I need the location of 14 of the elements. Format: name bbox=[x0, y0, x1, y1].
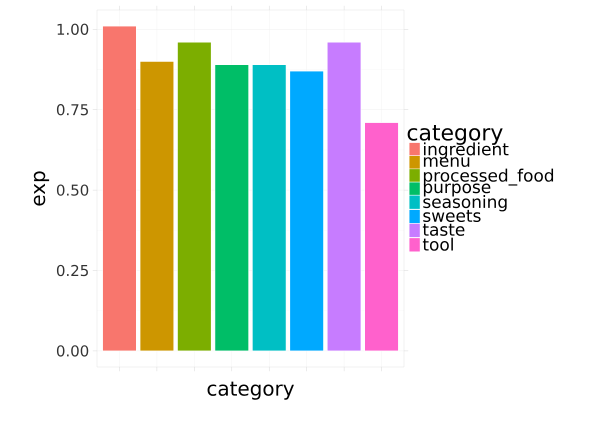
legend-label: menu bbox=[424, 157, 470, 167]
legend-label: taste bbox=[422, 224, 464, 236]
x-axis-title: category bbox=[208, 382, 294, 400]
legend-label: seasoning bbox=[423, 195, 507, 212]
legend-label: purpose bbox=[424, 184, 490, 197]
y-tick-label: 0.50 bbox=[56, 184, 88, 196]
legend-label: sweets bbox=[423, 210, 481, 222]
y-axis-title: exp bbox=[34, 171, 50, 206]
legend-label: processed_food bbox=[424, 168, 554, 186]
y-tick-label: 0.00 bbox=[56, 345, 88, 357]
y-tick-label: 0.75 bbox=[56, 104, 88, 116]
y-tick-label: 0.25 bbox=[56, 264, 88, 276]
y-tick-label: 1.00 bbox=[58, 24, 88, 35]
legend-label: tool bbox=[422, 238, 453, 251]
